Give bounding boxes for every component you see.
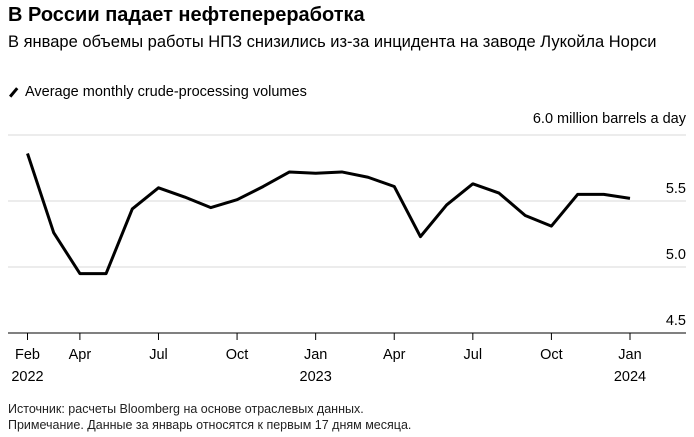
x-tick-year-label: 2022 (11, 369, 43, 385)
series-line (26, 153, 631, 276)
y-axis-unit-label: 6.0 million barrels a day (532, 111, 686, 127)
x-tick-label: Apr (383, 347, 406, 363)
y-tick-label: 4.5 (666, 313, 686, 329)
footnote: Примечание. Данные за январь относятся к… (8, 418, 412, 432)
x-tick-year-label: 2023 (300, 369, 332, 385)
chart-subtitle: В январе объемы работы НПЗ снизились из-… (8, 33, 657, 51)
x-tick-label: Jan (618, 347, 641, 363)
x-tick-label: Oct (540, 347, 563, 363)
legend-label: Average monthly crude-processing volumes (25, 84, 307, 100)
x-tick-label: Jul (464, 347, 483, 363)
y-tick-label: 5.5 (666, 181, 686, 197)
x-tick-label: Feb (15, 347, 40, 363)
y-tick-label: 5.0 (666, 247, 686, 263)
source-note: Источник: расчеты Bloomberg на основе от… (8, 402, 364, 416)
x-tick-year-label: 2024 (614, 369, 646, 385)
legend: Average monthly crude-processing volumes (8, 84, 307, 100)
footer: Источник: расчеты Bloomberg на основе от… (8, 401, 411, 433)
x-tick-label: Jan (304, 347, 327, 363)
chart-title: В России падает нефтепереработка (8, 4, 365, 26)
x-tick-label: Oct (226, 347, 249, 363)
x-tick-label: Jul (149, 347, 168, 363)
x-tick-label: Apr (69, 347, 92, 363)
